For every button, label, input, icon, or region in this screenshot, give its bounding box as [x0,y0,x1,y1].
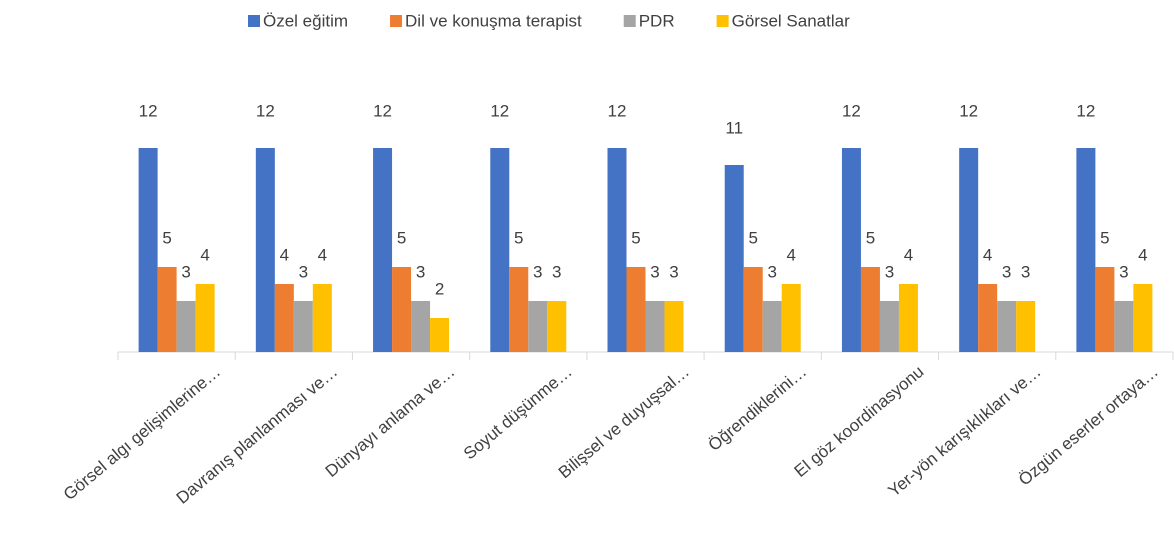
bar [312,284,332,352]
bar [411,301,431,352]
bar [157,267,177,352]
data-label: 5 [866,228,875,247]
data-label: 3 [669,262,678,281]
bar [645,301,665,352]
bar [138,148,158,352]
bar [1095,267,1115,352]
data-label: 3 [299,262,308,281]
data-label: 3 [533,262,542,281]
data-label: 4 [983,245,992,264]
x-tick-label: Dünyayı anlama ve… [322,362,459,481]
data-label: 12 [139,101,158,120]
bar [997,301,1017,352]
data-label: 12 [373,101,392,120]
data-label: 5 [1100,228,1109,247]
data-label: 4 [280,245,289,264]
bar [607,148,627,352]
data-label: 2 [435,279,444,298]
data-label: 5 [397,228,406,247]
bar [879,301,899,352]
legend-swatch [716,15,729,27]
legend-label: PDR [639,11,675,30]
bar [860,267,880,352]
legend-label: Görsel Sanatlar [732,11,850,30]
legend-swatch [623,15,636,27]
data-label: 12 [608,101,627,120]
bar [1133,284,1153,352]
bar [430,318,450,352]
x-tick-label: Bilişsel ve duyuşsal… [555,362,693,482]
bar [1114,301,1134,352]
bar [724,165,744,352]
data-label: 3 [552,262,561,281]
legend-swatch [248,15,260,27]
x-tick-label: Öğrendiklerini… [705,362,811,455]
bar [255,148,275,352]
bar [509,267,529,352]
bar [664,301,684,352]
bar [528,301,548,352]
data-label: 4 [200,245,209,264]
bar [762,301,782,352]
data-label: 5 [631,228,640,247]
bar [898,284,918,352]
data-label: 12 [959,101,978,120]
legend-swatch [390,15,403,27]
bar [547,301,567,352]
data-label: 3 [1002,262,1011,281]
data-label: 4 [786,245,795,264]
bar [490,148,510,352]
legend-label: Özel eğitim [263,11,348,30]
data-label: 3 [767,262,776,281]
data-label: 3 [416,262,425,281]
bar [1076,148,1096,352]
bar [176,301,196,352]
x-tick-label: El göz koordinasyonu [791,362,928,481]
data-label: 3 [885,262,894,281]
data-label: 3 [1021,262,1030,281]
data-label: 4 [318,245,327,264]
data-label: 3 [1119,262,1128,281]
data-label: 12 [256,101,275,120]
bar [392,267,412,352]
data-label: 4 [904,245,913,264]
bar [959,148,979,352]
data-label: 12 [490,101,509,120]
data-label: 12 [842,101,861,120]
bar [274,284,294,352]
bar [293,301,313,352]
x-tick-label: Soyut düşünme… [460,362,576,463]
data-label: 5 [162,228,171,247]
bar [373,148,393,352]
data-label: 4 [1138,245,1147,264]
bar [1016,301,1036,352]
data-label: 3 [650,262,659,281]
bar [626,267,646,352]
bar [978,284,998,352]
bar [781,284,801,352]
data-label: 12 [1076,101,1095,120]
data-label: 3 [181,262,190,281]
data-label: 5 [514,228,523,247]
legend-label: Dil ve konuşma terapist [405,11,582,30]
data-label: 11 [725,118,743,137]
bar [841,148,861,352]
bar [195,284,215,352]
data-label: 5 [748,228,757,247]
bar [743,267,763,352]
